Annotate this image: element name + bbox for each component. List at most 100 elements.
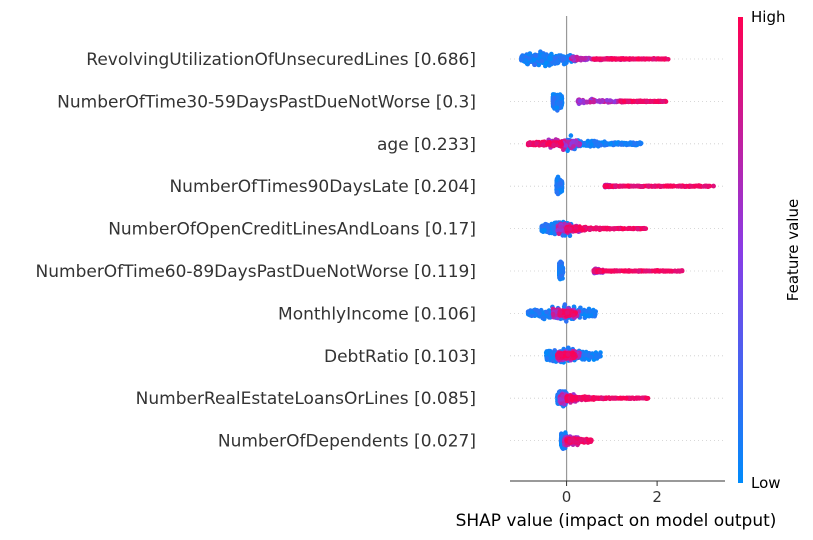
shap-point [532, 56, 537, 62]
shap-point [555, 58, 560, 64]
shap-point [583, 352, 588, 358]
shap-point [580, 357, 585, 362]
shap-point [532, 62, 538, 68]
shap-point [529, 309, 535, 315]
shap-point [636, 268, 642, 274]
shap-point [550, 92, 556, 97]
shap-point [549, 51, 554, 57]
shap-point [542, 228, 547, 233]
shap-point [587, 99, 593, 105]
shap-point [558, 352, 564, 358]
shap-point [573, 228, 578, 234]
shap-point [637, 99, 643, 104]
shap-point [540, 315, 545, 321]
shap-point [561, 61, 567, 67]
shap-point [620, 268, 626, 274]
shap-point [558, 181, 564, 186]
shap-point [660, 99, 665, 104]
shap-point [588, 354, 594, 360]
shap-point [547, 63, 552, 68]
shap-point [635, 226, 640, 232]
shap-point [619, 142, 624, 147]
shap-point [647, 56, 653, 62]
shap-point [608, 142, 613, 147]
shap-point [539, 58, 545, 64]
shap-point [642, 268, 648, 274]
shap-point [571, 353, 576, 358]
shap-point [543, 350, 549, 356]
shap-point [555, 174, 561, 180]
shap-point [570, 54, 575, 60]
shap-point [613, 183, 618, 189]
shap-point [647, 268, 652, 274]
shap-point [554, 190, 560, 195]
shap-point [626, 141, 631, 147]
shap-point [636, 140, 642, 146]
shap-point [559, 269, 564, 275]
shap-point [614, 140, 619, 146]
shap-point [584, 313, 590, 319]
shap-point [631, 56, 636, 62]
shap-point [571, 313, 576, 318]
shap-point [577, 98, 583, 104]
shap-point [571, 138, 576, 144]
shap-point [551, 142, 556, 148]
shap-point [658, 184, 664, 189]
shap-point [523, 58, 528, 63]
shap-point [592, 138, 597, 144]
shap-point [550, 224, 556, 230]
shap-point [625, 226, 630, 232]
shap-point [635, 56, 640, 62]
shap-point [689, 183, 694, 189]
shap-point [565, 310, 570, 315]
shap-point [609, 268, 615, 274]
shap-point [554, 105, 560, 110]
shap-point [654, 99, 659, 104]
shap-point [577, 225, 583, 231]
beeswarm-points [519, 49, 716, 452]
shap-point [559, 188, 565, 194]
shap-point [527, 141, 532, 146]
shap-point [535, 308, 540, 314]
shap-point [641, 56, 646, 62]
shap-point [587, 309, 592, 314]
shap-point [550, 311, 556, 317]
shap-point [661, 268, 666, 274]
shap-point [596, 56, 601, 62]
shap-point [567, 226, 573, 232]
shap-point [595, 226, 601, 231]
shap-point [677, 268, 683, 274]
shap-point [519, 57, 524, 63]
shap-point [592, 56, 597, 62]
shap-point [589, 142, 594, 147]
shap-point [604, 98, 610, 103]
shap-point [556, 231, 562, 237]
shap-point [558, 224, 564, 230]
shap-point [581, 140, 587, 146]
shap-point [678, 184, 684, 189]
shap-point [694, 183, 700, 189]
shap-point [574, 54, 580, 60]
shap-point [557, 310, 563, 315]
shap-point [533, 53, 538, 58]
shap-point [632, 268, 637, 274]
shap-point [668, 183, 674, 189]
feature-gridlines [510, 58, 725, 442]
shap-point [595, 142, 601, 147]
shap-point [544, 356, 550, 361]
shap-point [545, 141, 550, 147]
shap-point [701, 184, 706, 189]
shap-point [656, 56, 661, 61]
shap-point [597, 269, 602, 274]
shap-point [541, 53, 546, 58]
shap-point [587, 227, 593, 232]
shap-point [565, 352, 571, 357]
shap-point [565, 56, 570, 61]
shap-point [631, 183, 636, 189]
shap-point [655, 268, 660, 274]
shap-point [662, 57, 667, 62]
shap-point [616, 56, 621, 61]
shap-point [646, 183, 651, 189]
shap-point [562, 302, 568, 307]
